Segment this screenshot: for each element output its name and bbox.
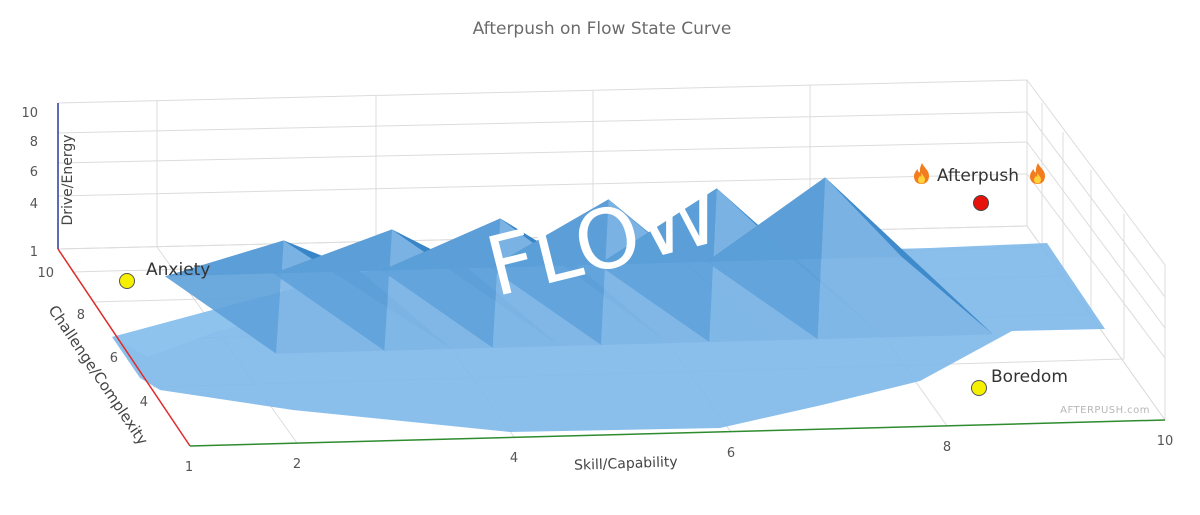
y-axis-ticks: 10 8 6 4 xyxy=(37,266,148,410)
anxiety-label: Anxiety xyxy=(146,260,210,280)
y-axis-title: Challenge/Complexity xyxy=(45,302,152,449)
afterpush-marker xyxy=(973,195,989,211)
surface-left-fin xyxy=(112,312,215,357)
z-axis-title: Drive/Energy xyxy=(60,134,76,225)
y-tick-6: 6 xyxy=(110,351,118,366)
z-tick-1: 1 xyxy=(30,245,38,260)
annotation-boredom: Boredom xyxy=(971,367,1068,396)
afterpush-label: Afterpush xyxy=(937,166,1019,186)
x-tick-1: 1 xyxy=(185,460,193,475)
x-tick-4: 4 xyxy=(510,451,518,466)
z-tick-10: 10 xyxy=(21,106,38,121)
z-tick-4: 4 xyxy=(30,197,38,212)
x-tick-8: 8 xyxy=(943,440,951,455)
y-tick-4: 4 xyxy=(140,395,148,410)
y-tick-8: 8 xyxy=(77,308,85,323)
peak-1-face xyxy=(165,240,284,354)
x-axis-title: Skill/Capability xyxy=(574,454,678,474)
z-axis-ticks: 10 8 6 4 1 xyxy=(21,106,38,260)
fire-icon xyxy=(914,163,929,184)
x-axis-line xyxy=(189,419,1166,447)
chart-title: Afterpush on Flow State Curve xyxy=(473,19,732,39)
x-tick-2: 2 xyxy=(293,457,301,472)
annotation-afterpush: Afterpush xyxy=(914,163,1045,211)
peak-2-face xyxy=(273,229,392,351)
peak-4-face xyxy=(490,199,609,345)
boredom-marker xyxy=(971,380,987,396)
surface xyxy=(112,177,1105,432)
annotation-anxiety: Anxiety xyxy=(119,260,210,289)
anxiety-marker xyxy=(119,273,135,289)
peak-6-face xyxy=(825,177,994,335)
boredom-label: Boredom xyxy=(991,367,1068,387)
y-tick-10: 10 xyxy=(37,266,54,281)
peak-5-face xyxy=(598,188,717,342)
y-axis-line xyxy=(57,248,191,447)
x-tick-6: 6 xyxy=(727,446,735,461)
x-axis-ticks: 1 2 4 6 8 10 xyxy=(185,434,1173,475)
axes xyxy=(57,103,1166,447)
peak-6-face xyxy=(706,177,826,340)
peak-3-face xyxy=(381,218,501,348)
x-tick-10: 10 xyxy=(1157,434,1174,449)
z-tick-8: 8 xyxy=(30,135,38,150)
fire-icon xyxy=(1030,163,1045,184)
watermark: AFTERPUSH.com xyxy=(1060,405,1150,416)
z-tick-6: 6 xyxy=(30,165,38,180)
